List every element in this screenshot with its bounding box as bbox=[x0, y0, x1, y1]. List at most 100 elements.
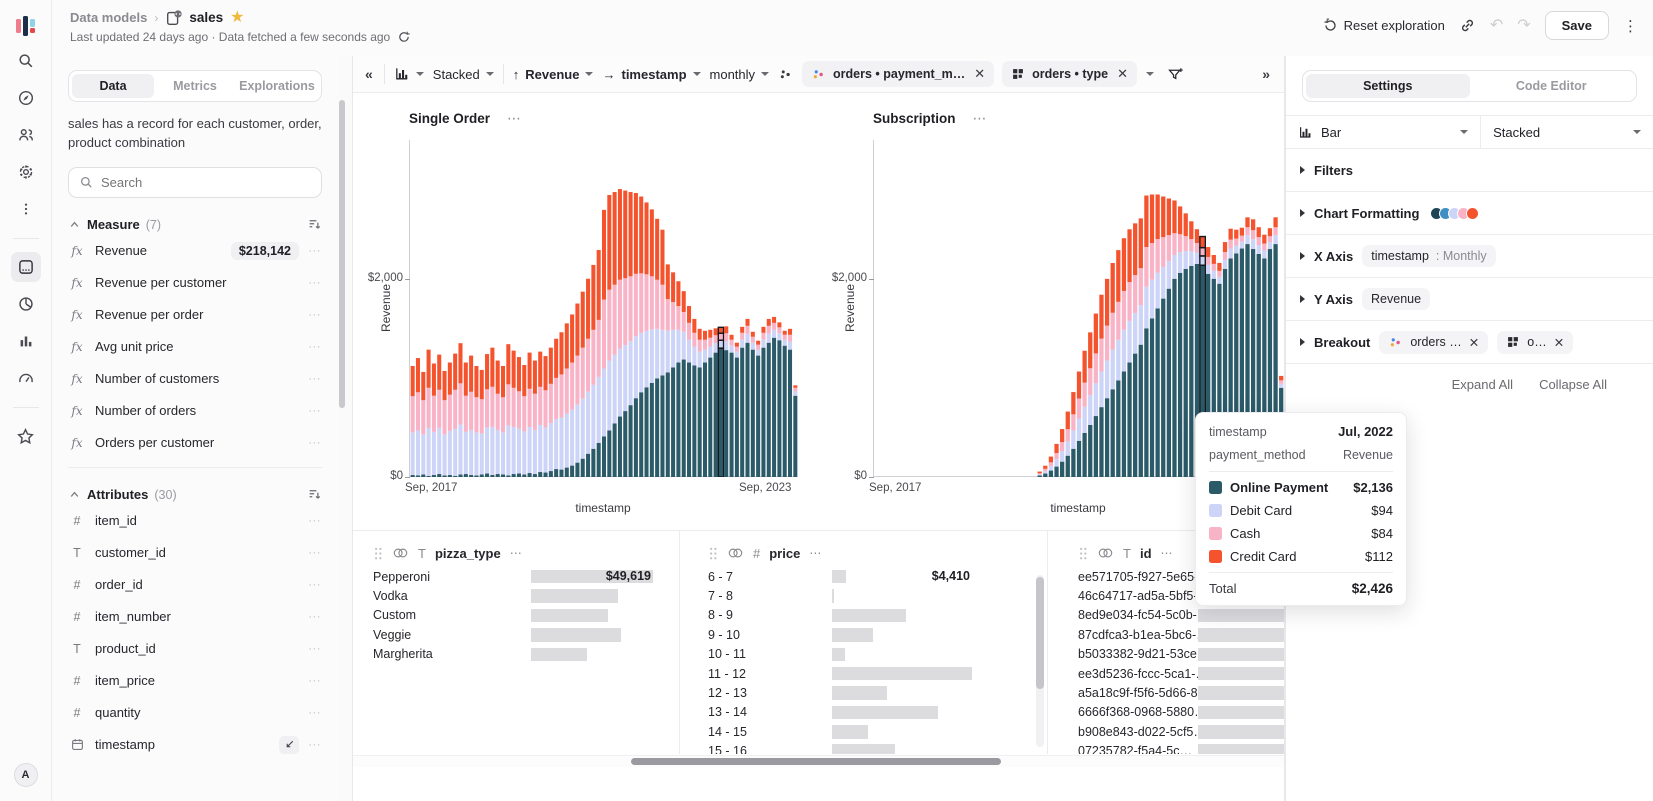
summary-row[interactable]: b5033382-9d21-53ce… bbox=[1078, 645, 1284, 664]
tab-explorations[interactable]: Explorations bbox=[239, 79, 315, 93]
summary-row[interactable]: 14 - 15 bbox=[708, 722, 1047, 741]
settings-section-filters[interactable]: Filters bbox=[1286, 149, 1653, 192]
user-avatar[interactable]: A bbox=[13, 763, 38, 787]
refresh-icon[interactable] bbox=[397, 30, 411, 44]
summary-row[interactable]: Pepperoni $49,619 bbox=[373, 568, 653, 584]
stack-type-select[interactable]: Stacked bbox=[1481, 116, 1653, 148]
panel-scrollbar[interactable] bbox=[339, 100, 345, 408]
series-color-palette[interactable] bbox=[1430, 206, 1480, 220]
viz-type-select[interactable]: Bar bbox=[1286, 116, 1482, 148]
drag-handle-icon[interactable] bbox=[373, 546, 383, 561]
row-menu-icon[interactable]: ⋯ bbox=[308, 402, 322, 418]
summary-row[interactable]: 6666f368-0968-5880… bbox=[1078, 703, 1284, 722]
summary-row[interactable]: 9 - 10 bbox=[708, 625, 1047, 644]
rail-item-pie-chart[interactable] bbox=[11, 289, 41, 319]
breakout-chip[interactable]: orders • type ✕ bbox=[1002, 61, 1137, 87]
summary-row[interactable]: 6 - 7 $4,410 bbox=[708, 568, 970, 584]
attribute-row[interactable]: # quantity ⋯ bbox=[68, 697, 322, 729]
attribute-row[interactable]: # item_price ⋯ bbox=[68, 665, 322, 697]
reset-exploration-button[interactable]: Reset exploration bbox=[1323, 18, 1445, 33]
summary-row[interactable]: 13 - 14 bbox=[708, 703, 1047, 722]
remove-chip-icon[interactable]: ✕ bbox=[1468, 335, 1480, 350]
summary-row[interactable]: Margherita bbox=[373, 645, 679, 664]
summary-row[interactable]: Veggie bbox=[373, 625, 679, 644]
attribute-row[interactable]: # item_id ⋯ bbox=[68, 505, 322, 537]
measure-row[interactable]: f x Avg unit price ⋯ bbox=[68, 331, 322, 363]
summary-row[interactable]: 15 - 16 bbox=[708, 742, 1047, 754]
panel-menu-icon[interactable]: ⋯ bbox=[509, 546, 524, 560]
row-menu-icon[interactable]: ⋯ bbox=[308, 512, 322, 528]
more-menu-icon[interactable]: ⋮ bbox=[1623, 17, 1639, 35]
breakout-chip[interactable]: o… ✕ bbox=[1497, 330, 1574, 354]
row-menu-icon[interactable]: ⋯ bbox=[308, 370, 322, 386]
measure-row[interactable]: f x Orders per customer ⋯ bbox=[68, 427, 322, 459]
row-menu-icon[interactable]: ⋯ bbox=[308, 306, 322, 322]
attribute-row[interactable]: timestamp ⋯ bbox=[68, 729, 322, 761]
summary-row[interactable]: 11 - 12 bbox=[708, 664, 1047, 683]
measure-row[interactable]: f x Revenue $218,142 ⋯ bbox=[68, 235, 322, 267]
settings-section-x-axis[interactable]: X Axis timestamp : Monthly bbox=[1286, 235, 1653, 278]
attributes-section-header[interactable]: Attributes (30) bbox=[68, 485, 322, 505]
tab-metrics[interactable]: Metrics bbox=[173, 79, 217, 93]
summary-row[interactable]: 07235782-f5a4-5c… bbox=[1078, 742, 1284, 754]
summary-row[interactable]: 87cdfca3-b1ea-5bc6-… bbox=[1078, 625, 1284, 644]
measure-section-header[interactable]: Measure (7) bbox=[68, 215, 322, 235]
row-menu-icon[interactable]: ⋯ bbox=[308, 434, 322, 450]
summary-row[interactable]: 12 - 13 bbox=[708, 683, 1047, 702]
measure-row[interactable]: f x Revenue per customer ⋯ bbox=[68, 267, 322, 299]
granularity-select[interactable]: monthly bbox=[710, 67, 770, 82]
favorite-star-icon[interactable]: ★ bbox=[230, 8, 245, 26]
add-filter-icon[interactable] bbox=[1167, 66, 1184, 83]
rail-item-more[interactable] bbox=[11, 194, 41, 224]
copy-link-icon[interactable] bbox=[1459, 17, 1476, 34]
summary-row[interactable]: b908e843-d022-5cf5… bbox=[1078, 722, 1284, 741]
remove-chip-icon[interactable]: ✕ bbox=[974, 66, 986, 81]
settings-section-y-axis[interactable]: Y Axis Revenue bbox=[1286, 278, 1653, 321]
row-menu-icon[interactable]: ⋯ bbox=[308, 242, 322, 258]
row-menu-icon[interactable]: ⋯ bbox=[308, 274, 322, 290]
rail-item-bar-chart[interactable] bbox=[11, 326, 41, 356]
chart-type-button[interactable] bbox=[394, 66, 424, 82]
drag-handle-icon[interactable] bbox=[708, 546, 718, 561]
summary-row[interactable]: ee3d5236-fccc-5ca1-… bbox=[1078, 664, 1284, 683]
stacked-bar-plot[interactable] bbox=[409, 140, 798, 478]
breakout-icon[interactable] bbox=[778, 67, 793, 82]
y-field-select[interactable]: ↑ Revenue bbox=[513, 67, 594, 82]
axis-chip[interactable]: Revenue bbox=[1362, 288, 1431, 310]
rail-item-gauge[interactable] bbox=[11, 363, 41, 393]
collapse-left-icon[interactable]: « bbox=[365, 66, 373, 82]
settings-tab-settings[interactable]: Settings bbox=[1306, 74, 1470, 98]
chip-overflow-caret[interactable] bbox=[1146, 72, 1154, 76]
breakout-chip[interactable]: orders • payment_m… ✕ bbox=[802, 61, 995, 87]
settings-tab-code-editor[interactable]: Code Editor bbox=[1515, 79, 1587, 93]
undo-icon[interactable]: ↶ bbox=[1489, 16, 1504, 34]
breakout-chip[interactable]: orders … ✕ bbox=[1379, 330, 1489, 354]
measure-row[interactable]: f x Number of orders ⋯ bbox=[68, 395, 322, 427]
rail-item-users[interactable] bbox=[11, 120, 41, 150]
horizontal-scrollbar[interactable] bbox=[353, 755, 1284, 767]
row-menu-icon[interactable]: ⋯ bbox=[308, 544, 322, 560]
collapse-right-icon[interactable]: » bbox=[1262, 66, 1270, 82]
row-menu-icon[interactable]: ⋯ bbox=[308, 640, 322, 656]
tab-data[interactable]: Data bbox=[72, 74, 154, 98]
attribute-row[interactable]: # item_number ⋯ bbox=[68, 601, 322, 633]
axis-chip[interactable]: timestamp : Monthly bbox=[1362, 245, 1496, 267]
x-field-select[interactable]: → timestamp bbox=[602, 67, 701, 82]
stacked-bar-plot[interactable] bbox=[873, 140, 1284, 478]
panel-menu-icon[interactable]: ⋯ bbox=[1160, 546, 1175, 560]
field-search[interactable] bbox=[68, 166, 322, 198]
app-logo-icon[interactable] bbox=[13, 13, 39, 39]
chart-menu-icon[interactable]: ⋯ bbox=[507, 110, 523, 126]
summary-row[interactable]: Vodka bbox=[373, 586, 679, 605]
horizontal-scrollbar-thumb[interactable] bbox=[631, 758, 1001, 765]
breadcrumb-data-models[interactable]: Data models bbox=[70, 10, 148, 25]
save-button[interactable]: Save bbox=[1544, 11, 1609, 40]
row-menu-icon[interactable]: ⋯ bbox=[308, 338, 322, 354]
expand-all-link[interactable]: Expand All bbox=[1451, 377, 1514, 392]
settings-section-breakout[interactable]: Breakout orders … ✕ o… ✕ bbox=[1286, 321, 1653, 364]
remove-chip-icon[interactable]: ✕ bbox=[1553, 335, 1565, 350]
rail-item-search[interactable] bbox=[11, 46, 41, 76]
summary-row[interactable]: 7 - 8 bbox=[708, 586, 1047, 605]
